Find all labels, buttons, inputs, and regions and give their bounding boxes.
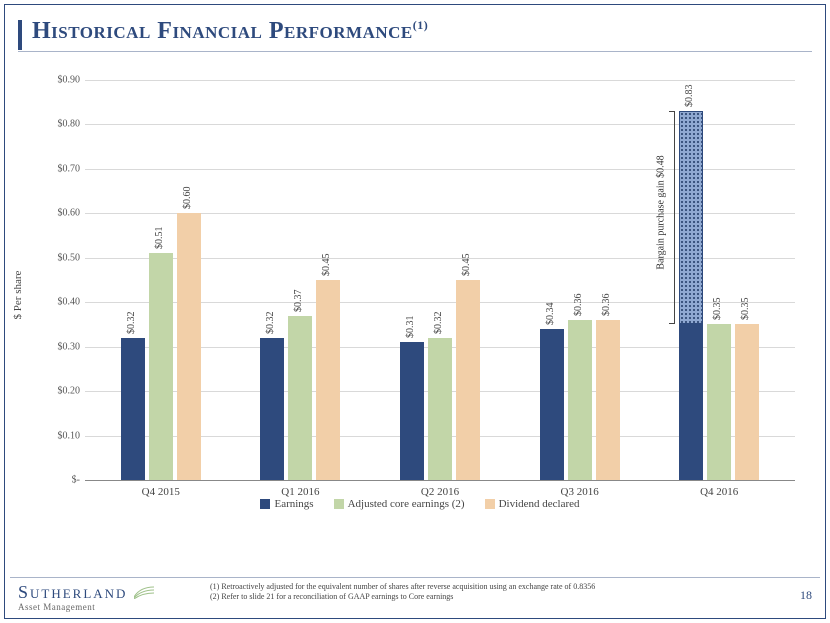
legend-label: Adjusted core earnings (2) <box>348 498 465 510</box>
y-tick-label: $0.40 <box>35 297 80 308</box>
title-block: Historical Financial Performance(1) <box>18 18 812 52</box>
bar-earnings: $0.31 <box>400 342 424 480</box>
bar-value-label: $0.32 <box>433 311 444 334</box>
legend-swatch <box>260 499 270 509</box>
bar-value-label: $0.32 <box>265 311 276 334</box>
legend-label: Dividend declared <box>499 498 580 510</box>
chart-area: $ Per share $-$0.10$0.20$0.30$0.40$0.50$… <box>30 70 810 520</box>
bar-value-label: $0.45 <box>321 254 332 277</box>
x-tick-label: Q3 2016 <box>561 486 599 498</box>
bar-dividend-declared: $0.36 <box>596 320 620 480</box>
baseline <box>85 480 795 481</box>
bar-value-label: $0.36 <box>601 294 612 317</box>
title-superscript: (1) <box>413 18 429 32</box>
footnote-line: (2) Refer to slide 21 for a reconciliati… <box>210 592 595 602</box>
legend-swatch <box>485 499 495 509</box>
bar-dividend-declared: $0.60 <box>177 213 201 480</box>
bar-earnings: $0.34 <box>540 329 564 480</box>
x-tick-label: Q2 2016 <box>421 486 459 498</box>
y-tick-label: $0.50 <box>35 252 80 263</box>
title-main: Historical Financial Performance <box>32 18 413 44</box>
footnote-line: (1) Retroactively adjusted for the equiv… <box>210 582 595 592</box>
x-tick-label: Q4 2016 <box>700 486 738 498</box>
bar-value-label: $0.35 <box>740 298 751 321</box>
bar-group: $0.83Bargain purchase gain $0.48$0.35$0.… <box>679 80 759 480</box>
bar-adjusted-core-earnings-2-: $0.51 <box>149 253 173 480</box>
bar-dividend-declared: $0.45 <box>316 280 340 480</box>
x-tick-label: Q1 2016 <box>281 486 319 498</box>
logo-text: Sutherland <box>18 582 127 602</box>
page-number: 18 <box>800 588 812 603</box>
bar-earnings: $0.32 <box>260 338 284 480</box>
footer: Sutherland Asset Management (1) Retroact… <box>10 577 820 613</box>
legend-item: Earnings <box>260 498 313 510</box>
bar-value-label: $0.60 <box>182 187 193 210</box>
logo: Sutherland Asset Management <box>18 582 154 612</box>
y-tick-label: $- <box>35 475 80 486</box>
bar-dividend-declared: $0.35 <box>735 324 759 480</box>
bar-group: $0.32$0.37$0.45 <box>260 80 340 480</box>
bar-value-label: $0.45 <box>461 254 472 277</box>
bar-value-label: $0.83 <box>684 85 695 108</box>
logo-swoosh-icon <box>134 583 154 604</box>
bar-adjusted-core-earnings-2-: $0.32 <box>428 338 452 480</box>
legend: Earnings Adjusted core earnings (2) Divide… <box>30 498 810 510</box>
y-tick-label: $0.10 <box>35 430 80 441</box>
bar-dividend-declared: $0.45 <box>456 280 480 480</box>
page-title: Historical Financial Performance(1) <box>32 18 812 45</box>
y-tick-label: $0.80 <box>35 119 80 130</box>
legend-item: Adjusted core earnings (2) <box>334 498 465 510</box>
footnotes: (1) Retroactively adjusted for the equiv… <box>210 582 595 603</box>
bar-value-label: $0.32 <box>126 311 137 334</box>
overlay-label: Bargain purchase gain $0.48 <box>656 155 667 269</box>
bar-value-label: $0.37 <box>293 289 304 312</box>
y-tick-label: $0.70 <box>35 163 80 174</box>
y-axis-label: $ Per share <box>12 271 24 320</box>
bar-value-label: $0.34 <box>545 302 556 325</box>
y-tick-label: $0.60 <box>35 208 80 219</box>
title-rule <box>18 51 812 52</box>
bar-adjusted-core-earnings-2-: $0.37 <box>288 316 312 480</box>
bar-value-label: $0.31 <box>405 316 416 339</box>
bar-adjusted-core-earnings-2-: $0.35 <box>707 324 731 480</box>
bar-earnings: $0.32 <box>121 338 145 480</box>
bar-group: $0.32$0.51$0.60 <box>121 80 201 480</box>
bar-value-label: $0.36 <box>573 294 584 317</box>
bar-group: $0.34$0.36$0.36 <box>540 80 620 480</box>
logo-wordmark: Sutherland <box>18 582 154 604</box>
overlay-bracket <box>669 111 675 324</box>
bar-value-label: $0.51 <box>154 227 165 250</box>
bar-group: $0.31$0.32$0.45 <box>400 80 480 480</box>
bar-adjusted-core-earnings-2-: $0.36 <box>568 320 592 480</box>
bar-value-label: $0.35 <box>712 298 723 321</box>
plot-region: $-$0.10$0.20$0.30$0.40$0.50$0.60$0.70$0.… <box>85 80 795 480</box>
y-tick-label: $0.30 <box>35 341 80 352</box>
legend-label: Earnings <box>274 498 313 510</box>
bar-earnings: $0.83 <box>679 111 703 480</box>
y-tick-label: $0.20 <box>35 386 80 397</box>
y-tick-label: $0.90 <box>35 75 80 86</box>
legend-item: Dividend declared <box>485 498 580 510</box>
legend-swatch <box>334 499 344 509</box>
bargain-purchase-overlay <box>679 111 703 324</box>
title-accent-bar <box>18 20 22 50</box>
x-tick-label: Q4 2015 <box>142 486 180 498</box>
